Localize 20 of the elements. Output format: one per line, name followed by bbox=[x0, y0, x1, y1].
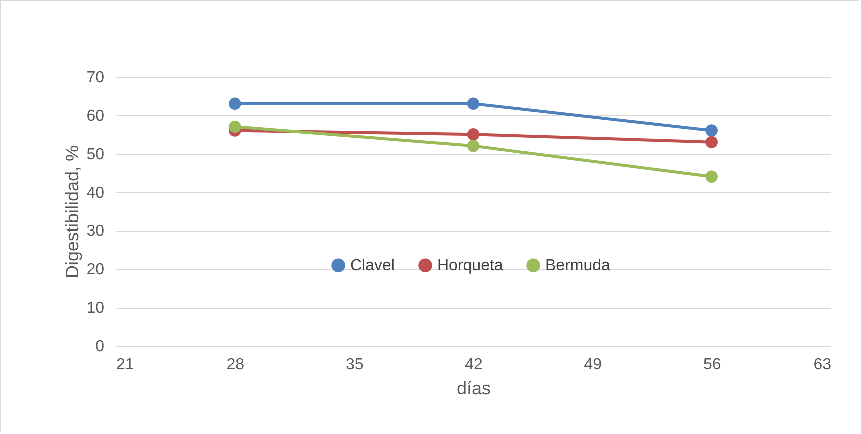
x-tick-label: 63 bbox=[814, 356, 832, 374]
legend-label: Bermuda bbox=[546, 258, 611, 275]
y-tick-label: 10 bbox=[86, 300, 105, 318]
x-axis-title: días bbox=[456, 378, 492, 398]
y-axis-title: Digestibilidad, % bbox=[62, 145, 83, 279]
y-tick-label: 40 bbox=[86, 184, 105, 202]
y-tick-label: 50 bbox=[86, 146, 105, 164]
legend-label: Clavel bbox=[350, 258, 395, 275]
legend-label: Horqueta bbox=[438, 258, 504, 275]
y-tick-label: 0 bbox=[96, 338, 105, 356]
x-tick-label: 56 bbox=[703, 356, 722, 374]
y-tick-label: 60 bbox=[86, 108, 105, 125]
x-tick-label: 28 bbox=[226, 356, 245, 374]
x-tick-label: 35 bbox=[346, 356, 364, 374]
x-tick-label: 49 bbox=[584, 356, 602, 374]
y-tick-label: 30 bbox=[86, 223, 105, 240]
y-tick-label: 20 bbox=[86, 262, 105, 279]
y-tick-label: 70 bbox=[86, 70, 105, 86]
x-tick-label: 21 bbox=[116, 356, 134, 374]
x-tick-label: 42 bbox=[465, 356, 483, 374]
